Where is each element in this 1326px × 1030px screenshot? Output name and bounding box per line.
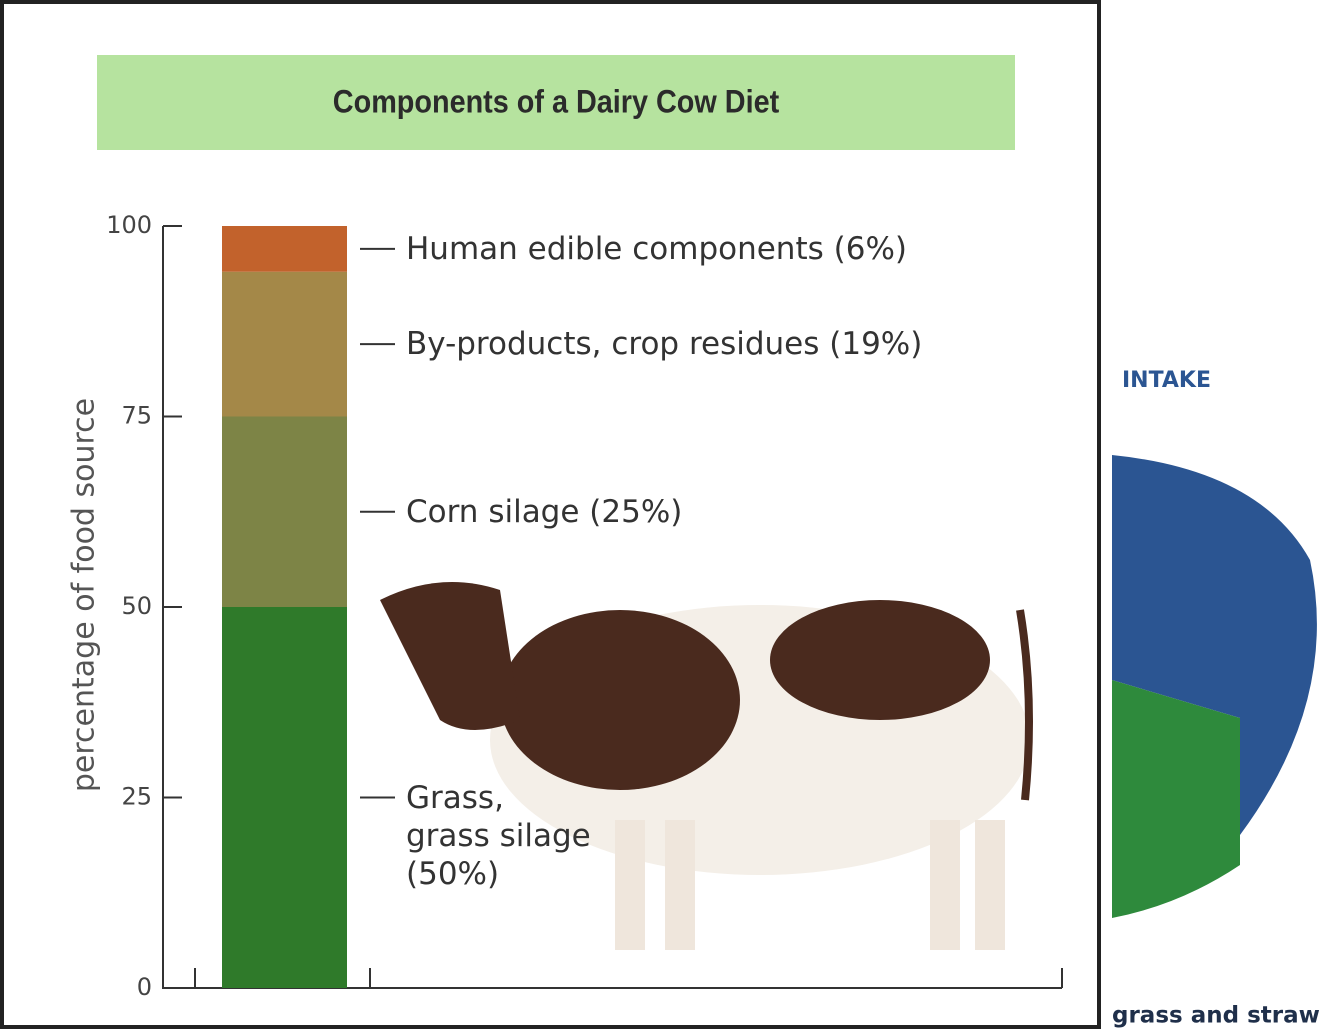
chart-title: Components of a Dairy Cow Diet (333, 84, 779, 120)
segment-label: Grass, grass silage (50%) (406, 779, 591, 893)
value-label: (25%) (589, 494, 682, 530)
y-tick-label: 0 (137, 973, 152, 1001)
bar-segment (222, 607, 347, 988)
side-caption: grass and straw (1112, 1003, 1320, 1029)
pie-slice (1112, 680, 1240, 918)
value-label: (6%) (834, 231, 907, 267)
segment-label: Corn silage (25%) (406, 493, 682, 531)
segment-label: By-products, crop residues (19%) (406, 325, 922, 363)
y-tick-label: 25 (121, 783, 152, 811)
bar-segment (222, 417, 347, 608)
bar-segment (222, 226, 347, 272)
y-tick-label: 100 (106, 211, 152, 239)
y-tick-label: 75 (121, 402, 152, 430)
bar-segment (222, 272, 347, 417)
value-label: (50%) (406, 856, 499, 892)
side-heading: INTAKE (1122, 368, 1211, 393)
segment-label: Human edible components (6%) (406, 230, 907, 268)
y-axis-label: percentage of food source (67, 398, 102, 792)
page: Components of a Dairy Cow Diet percentag… (0, 0, 1326, 1030)
value-label: (19%) (829, 326, 922, 362)
y-tick-label: 50 (121, 592, 152, 620)
